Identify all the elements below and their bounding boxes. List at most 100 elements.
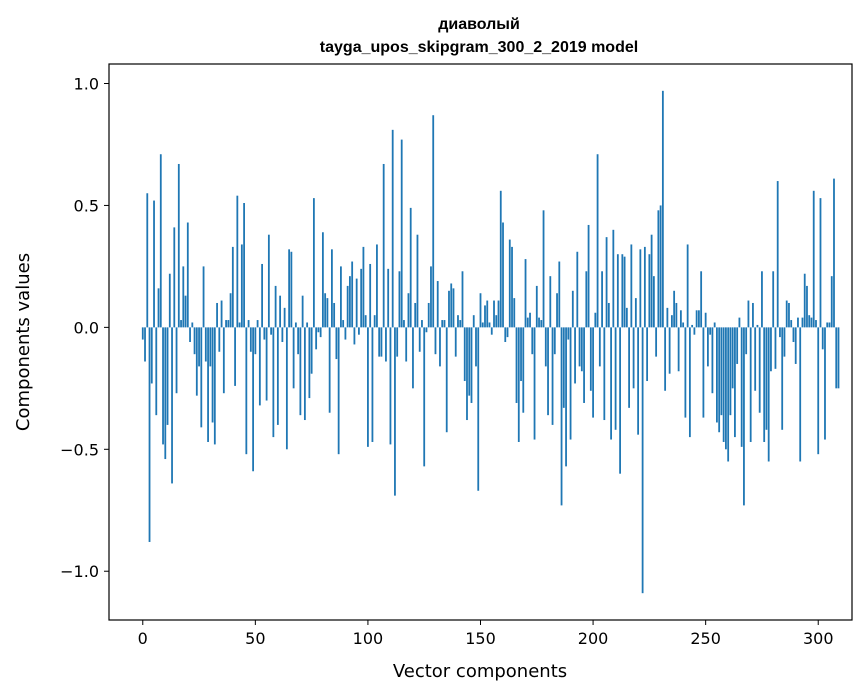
bar-242 [686, 244, 689, 328]
bar-144 [466, 327, 468, 421]
bar-32 [213, 327, 216, 445]
bar-85 [333, 302, 336, 328]
bar-276 [763, 327, 766, 442]
bar-254 [713, 322, 716, 328]
bar-273 [756, 324, 759, 328]
bar-21 [189, 327, 191, 342]
bar-203 [598, 327, 601, 367]
bar-247 [698, 310, 700, 328]
bar-197 [585, 271, 588, 328]
bar-142 [461, 271, 464, 328]
bar-227 [652, 276, 655, 328]
bar-184 [556, 293, 558, 328]
bar-279 [770, 327, 772, 372]
bar-275 [761, 271, 763, 328]
bar-238 [677, 327, 680, 372]
bar-43 [238, 322, 241, 328]
bar-215 [625, 307, 628, 328]
bar-127 [427, 302, 430, 328]
bar-140 [457, 315, 459, 328]
bar-102 [371, 327, 374, 442]
bar-240 [682, 322, 685, 328]
bar-74 [308, 327, 311, 399]
bar-265 [738, 317, 741, 328]
bar-18 [182, 266, 185, 328]
bar-277 [765, 327, 768, 430]
bar-172 [529, 312, 531, 328]
bar-148 [475, 327, 477, 367]
bar-42 [236, 195, 239, 328]
bar-65 [288, 249, 291, 328]
bar-257 [720, 327, 723, 416]
bar-201 [594, 312, 597, 328]
bar-99 [364, 315, 367, 328]
bar-221 [639, 249, 642, 328]
bar-34 [218, 327, 221, 352]
bar-308 [835, 327, 838, 389]
bar-269 [747, 300, 750, 328]
bar-289 [792, 327, 795, 342]
bar-28 [204, 327, 207, 362]
bar-260 [727, 327, 730, 462]
bar-97 [360, 268, 363, 328]
bar-3 [148, 327, 151, 542]
bar-119 [409, 207, 412, 328]
bar-91 [346, 285, 349, 328]
bar-113 [396, 327, 399, 357]
bar-2 [146, 193, 149, 328]
x-tick-label-6: 300 [803, 629, 834, 648]
bar-95 [355, 278, 358, 328]
bar-220 [637, 327, 640, 435]
bar-51 [256, 320, 259, 328]
bar-160 [502, 222, 504, 328]
bar-303 [824, 327, 826, 440]
bar-280 [772, 271, 775, 328]
bar-110 [389, 327, 392, 445]
bar-295 [806, 285, 808, 328]
bar-217 [630, 244, 633, 328]
bar-224 [646, 327, 649, 382]
bar-165 [513, 298, 516, 328]
bar-89 [342, 320, 345, 328]
bar-121 [414, 302, 417, 328]
bar-236 [673, 290, 676, 328]
x-tick-label-0: 0 [138, 629, 148, 648]
y-tick-label-0: −1.0 [60, 562, 99, 581]
bar-299 [815, 320, 817, 328]
bar-159 [499, 190, 502, 328]
bar-114 [398, 271, 401, 328]
bar-11 [166, 327, 169, 425]
bar-26 [200, 327, 203, 428]
bar-17 [180, 320, 182, 328]
bar-263 [734, 327, 736, 438]
bar-105 [378, 327, 381, 357]
bar-307 [833, 178, 835, 328]
bar-214 [623, 256, 626, 328]
bar-133 [441, 320, 444, 328]
bar-178 [542, 210, 545, 328]
bar-90 [344, 327, 347, 340]
bar-143 [463, 327, 466, 382]
bar-199 [589, 327, 592, 391]
bar-79 [319, 327, 322, 338]
bar-228 [655, 327, 658, 357]
bar-249 [702, 327, 705, 418]
bar-88 [340, 266, 342, 328]
y-axis-label: Components values [13, 253, 34, 431]
bar-304 [826, 322, 829, 328]
bar-72 [303, 327, 306, 421]
bar-39 [229, 293, 232, 328]
bar-181 [549, 276, 552, 328]
bar-84 [331, 249, 333, 328]
y-tick-label-3: 0.5 [74, 196, 99, 215]
bar-120 [412, 327, 414, 389]
bar-92 [349, 276, 351, 328]
bar-188 [565, 327, 567, 467]
bar-163 [508, 239, 511, 328]
bar-205 [603, 327, 606, 421]
x-tick-label-1: 50 [245, 629, 265, 648]
x-tick-label-2: 100 [353, 629, 384, 648]
bar-232 [664, 327, 667, 391]
y-tick-label-1: −0.5 [60, 440, 99, 459]
